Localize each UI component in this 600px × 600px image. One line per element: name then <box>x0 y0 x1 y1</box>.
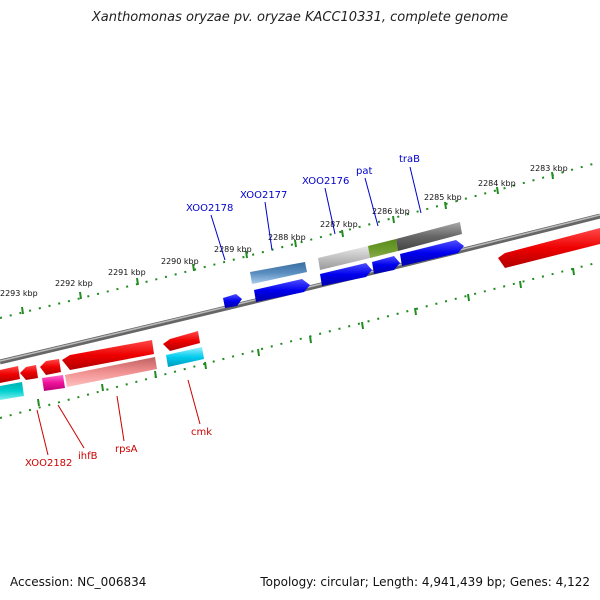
gene-label[interactable]: XOO2176 <box>302 176 349 187</box>
gene-feature[interactable] <box>498 228 600 268</box>
gene-feature[interactable] <box>166 347 204 367</box>
kbp-label: 2291 kbp <box>108 268 146 277</box>
kbp-label: 2285 kbp <box>424 193 462 202</box>
outer-major-ticks <box>21 171 554 315</box>
gene-feature[interactable] <box>250 262 307 284</box>
gene-feature[interactable] <box>163 331 200 351</box>
reverse-strand-genes <box>0 228 600 400</box>
kbp-label: 2289 kbp <box>214 245 252 254</box>
gene-feature[interactable] <box>20 365 38 380</box>
kbp-label: 2293 kbp <box>0 289 38 298</box>
gene-feature[interactable] <box>254 279 310 302</box>
gene-feature[interactable] <box>0 382 24 400</box>
gene-label[interactable]: XOO2178 <box>186 203 233 214</box>
gene-feature[interactable] <box>396 222 462 251</box>
kbp-label: 2292 kbp <box>55 279 93 288</box>
gene-feature[interactable] <box>368 239 398 258</box>
kbp-label: 2286 kbp <box>372 207 410 216</box>
gene-feature[interactable] <box>0 366 20 383</box>
map-title: Xanthomonas oryzae pv. oryzae KACC10331,… <box>91 10 509 25</box>
inner-tick-ring <box>0 261 600 419</box>
forward-strand-genes <box>223 222 464 308</box>
gene-feature[interactable] <box>372 256 400 274</box>
gene-feature[interactable] <box>400 240 464 266</box>
gene-feature[interactable] <box>320 263 372 286</box>
gene-label[interactable]: pat <box>356 166 372 177</box>
gene-label[interactable]: cmk <box>191 427 212 438</box>
gene-feature[interactable] <box>318 246 370 270</box>
topology-text: Topology: circular; Length: 4,941,439 bp… <box>260 575 590 589</box>
top-leader-lines <box>210 166 422 261</box>
bottom-leader-lines <box>36 379 201 456</box>
gene-label[interactable]: XOO2182 <box>25 458 72 469</box>
kbp-label: 2290 kbp <box>161 257 199 266</box>
gene-label[interactable]: ihfB <box>78 451 98 462</box>
kbp-label: 2288 kbp <box>268 233 306 242</box>
gene-label[interactable]: rpsA <box>115 444 138 455</box>
gene-feature[interactable] <box>65 357 157 387</box>
gene-feature[interactable] <box>223 294 242 308</box>
gene-feature[interactable] <box>42 375 65 391</box>
gene-label[interactable]: XOO2177 <box>240 190 287 201</box>
accession-text: Accession: NC_006834 <box>10 575 147 589</box>
kbp-label: 2283 kbp <box>530 164 568 173</box>
gene-feature[interactable] <box>40 359 61 375</box>
kbp-label: 2284 kbp <box>478 179 516 188</box>
kbp-label: 2287 kbp <box>320 220 358 229</box>
gene-feature[interactable] <box>62 340 154 370</box>
inner-major-ticks <box>37 267 575 407</box>
gene-label[interactable]: traB <box>399 154 420 165</box>
